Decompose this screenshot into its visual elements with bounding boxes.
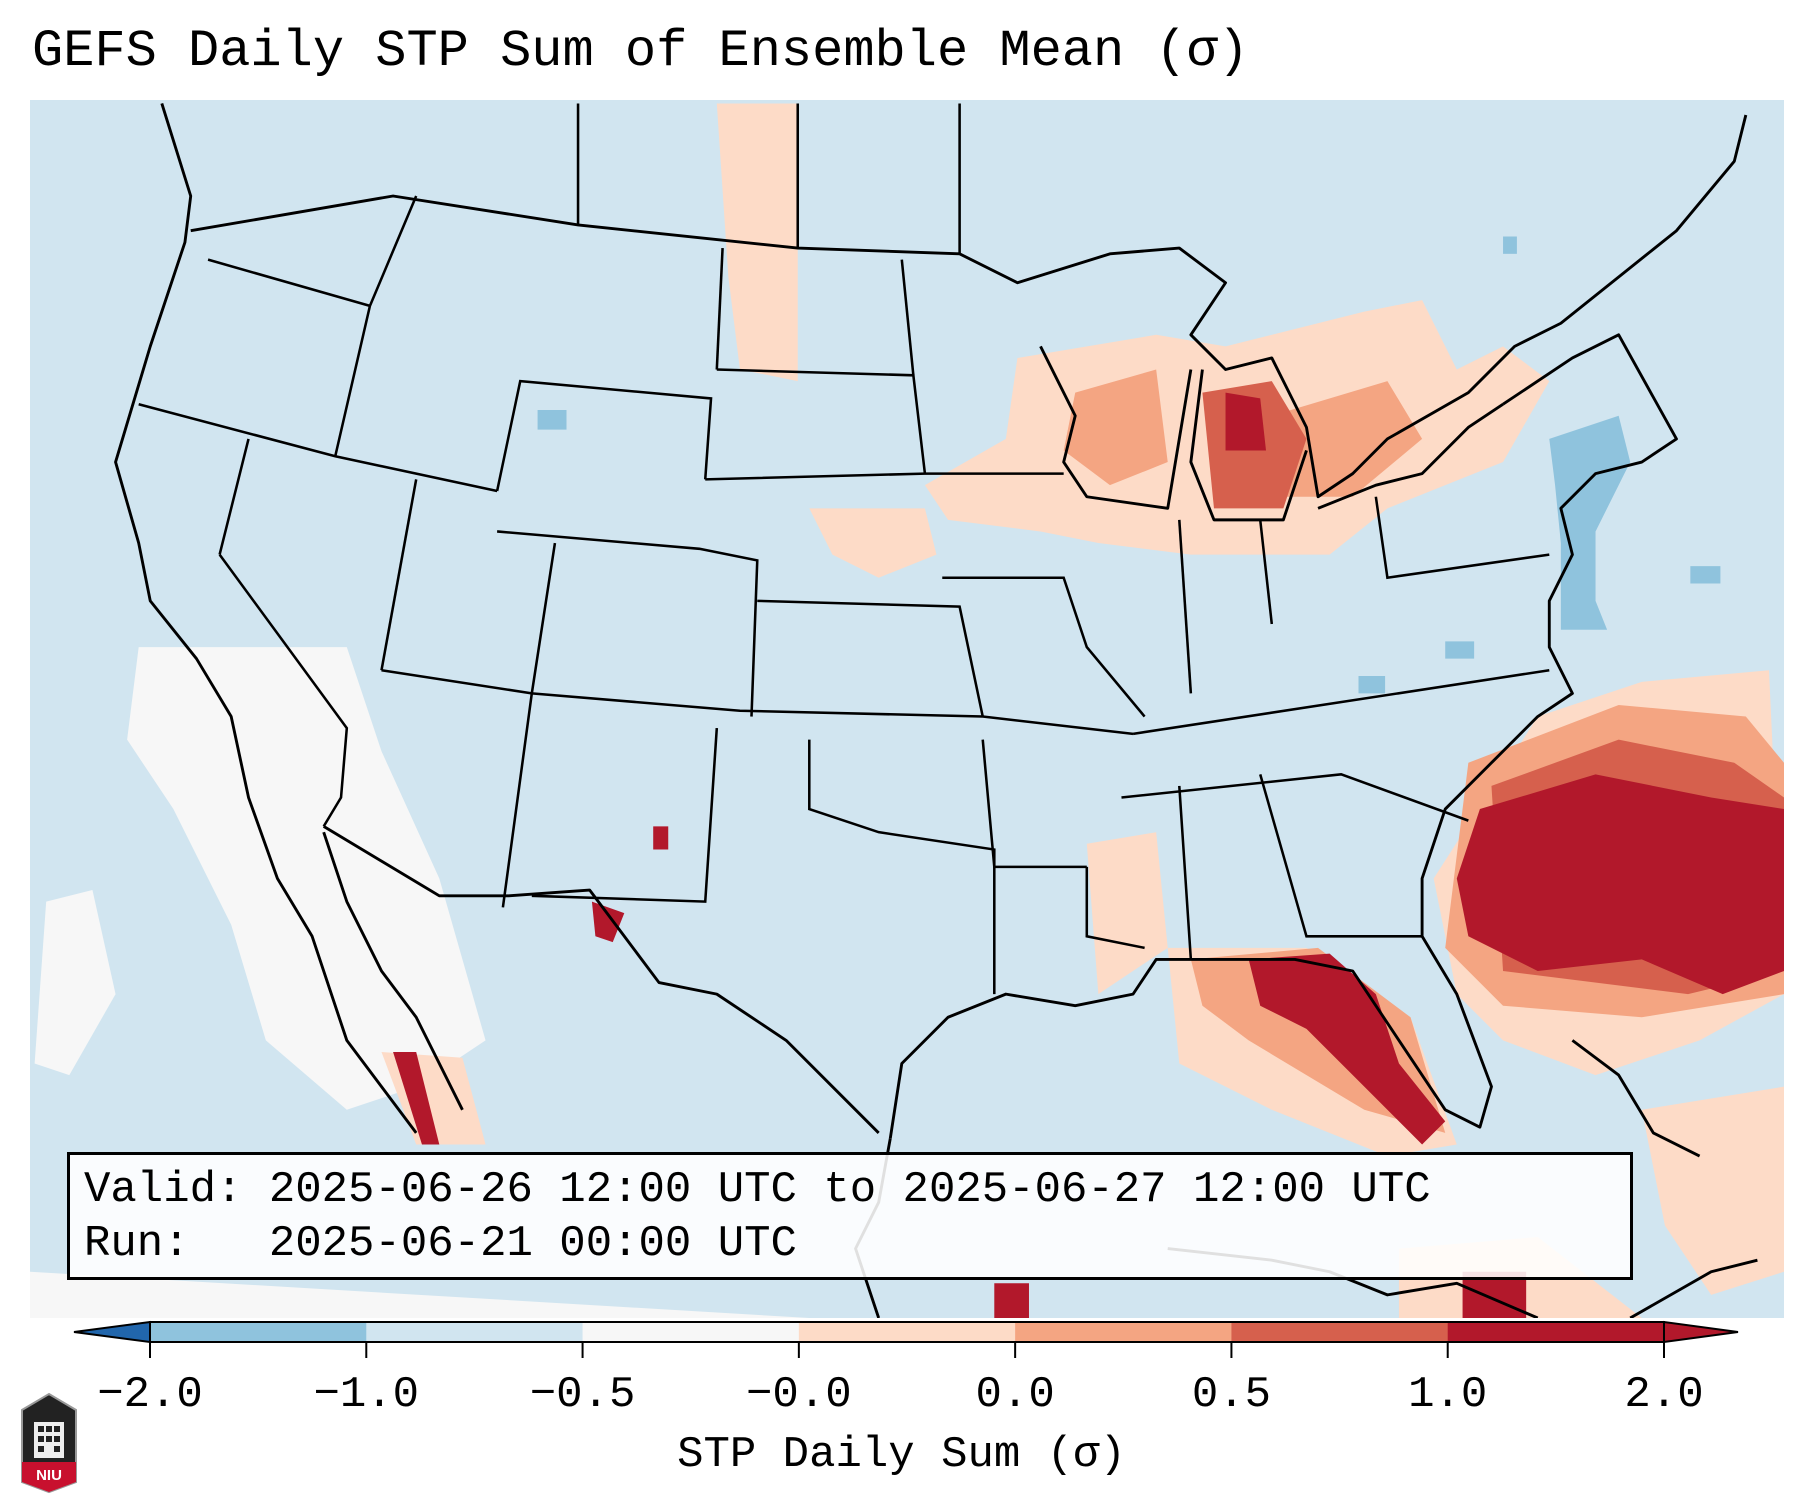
niu-logo: NIU — [21, 1392, 77, 1494]
colorbar-under-arrow — [73, 1320, 151, 1344]
run-time: 2025-06-21 00:00 UTC — [268, 1219, 797, 1269]
map-plot — [30, 100, 1784, 1318]
svg-text:NIU: NIU — [36, 1467, 62, 1484]
colorbar-tick-label: −0.5 — [529, 1370, 636, 1420]
colorbar-segment — [1231, 1322, 1449, 1342]
colorbar-segment — [1015, 1322, 1232, 1342]
colorbar-tick-label: 0.0 — [975, 1370, 1055, 1420]
colorbar-segment — [798, 1322, 1016, 1342]
validity-info-box: Valid: 2025-06-26 12:00 UTC to 2025-06-2… — [67, 1152, 1633, 1280]
colorbar-segment — [582, 1322, 800, 1342]
colorbar-tick-label: −1.0 — [313, 1370, 420, 1420]
colorbar-tick-label: 0.5 — [1191, 1370, 1272, 1420]
run-label: Run: — [84, 1219, 190, 1269]
valid-time-range: 2025-06-26 12:00 UTC to 2025-06-27 12:00… — [268, 1165, 1431, 1215]
colorbar-tick-label: 1.0 — [1408, 1370, 1488, 1420]
colorbar-tick-label: 2.0 — [1624, 1370, 1704, 1420]
valid-label: Valid: — [84, 1165, 243, 1215]
colorbar-tick-label: −0.0 — [746, 1370, 852, 1420]
colorbar-outline — [149, 1321, 1665, 1343]
colorbar-tick-label: −2.0 — [97, 1370, 203, 1420]
colorbar-over-arrow — [1663, 1320, 1739, 1344]
colorbar — [73, 1320, 1739, 1358]
chart-title: GEFS Daily STP Sum of Ensemble Mean (σ) — [32, 22, 1249, 81]
colorbar-segment — [366, 1322, 584, 1342]
colorbar-segment — [150, 1322, 367, 1342]
state-borders — [138, 103, 1550, 995]
colorbar-label: STP Daily Sum (σ) — [677, 1430, 1126, 1480]
colorbar-segment — [1447, 1322, 1665, 1342]
